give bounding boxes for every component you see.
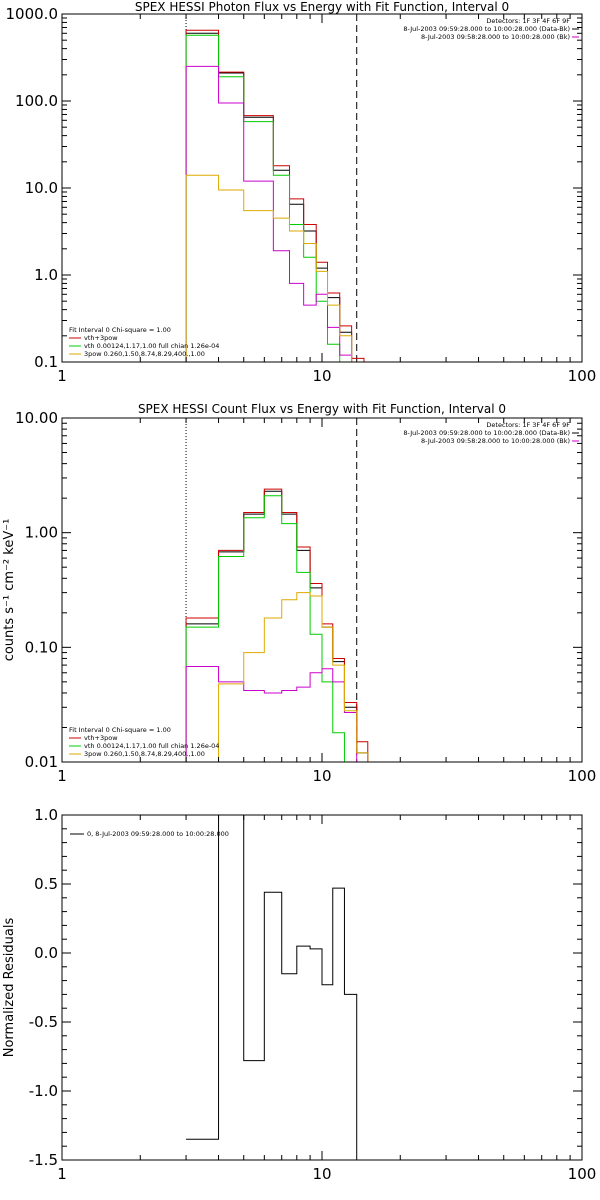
fit-line-1: vth+3pow <box>84 734 118 742</box>
x-tick-label: 100 <box>568 367 597 385</box>
x-tick-label: 100 <box>568 1165 597 1183</box>
y-tick-label: 0.01 <box>25 753 58 771</box>
y-tick-label: 100.0 <box>15 92 58 110</box>
panel-3 <box>61 814 583 1161</box>
plot-frame <box>61 814 583 1161</box>
series-line-2 <box>185 29 365 362</box>
panel-2 <box>61 417 583 763</box>
info-line-3: 8-Jul-2003 09:58:28.000 to 10:00:28.000 … <box>421 33 570 41</box>
y-axis-label: Normalized Residuals <box>2 918 17 1058</box>
y-tick-label: 1.00 <box>25 524 58 542</box>
x-tick-label: 1 <box>57 767 67 785</box>
info-line-1: Detectors: 1F 3F 4F 6F 9F <box>486 421 570 429</box>
series-line-1 <box>186 815 358 1160</box>
series-line-1 <box>185 490 369 762</box>
x-tick-label: 10 <box>312 1165 331 1183</box>
fit-line-1: vth+3pow <box>84 334 118 342</box>
chart-title: SPEX HESSI Count Flux vs Energy with Fit… <box>138 402 506 416</box>
y-tick-label: 1.0 <box>34 806 58 824</box>
y-tick-label: 1.0 <box>34 266 58 284</box>
info-line-2: 8-Jul-2003 09:59:28.000 to 10:00:28.000 … <box>403 25 570 33</box>
fit-line-2: vth 0.00124,1.17,1.00 full chian 1.26e-0… <box>84 342 219 350</box>
info-line-3: 8-Jul-2003 09:58:28.000 to 10:00:28.000 … <box>421 437 570 445</box>
series-line-4 <box>185 65 353 362</box>
y-tick-label: -1.0 <box>29 1082 58 1100</box>
fit-header: Fit Interval 0 Chi-square = 1.00 <box>69 726 171 734</box>
series-line-3 <box>185 34 341 362</box>
legend-text: 0, 8-Jul-2003 09:59:28.000 to 10:00:28.0… <box>87 830 229 838</box>
y-tick-label: 10.00 <box>15 409 58 427</box>
y-tick-label: -1.5 <box>29 1151 58 1169</box>
series-line-3 <box>185 495 345 762</box>
y-tick-label: 0.5 <box>34 875 58 893</box>
plot-frame <box>61 13 583 363</box>
y-tick-label: 0.0 <box>34 944 58 962</box>
series-line-5 <box>218 592 369 762</box>
y-tick-label: 0.10 <box>25 638 58 656</box>
panel-1 <box>61 13 583 363</box>
fit-line-3: 3pow 0.260,1.50,8.74,8.29,400.,1.00 <box>84 350 205 358</box>
y-tick-label: -0.5 <box>29 1013 58 1031</box>
y-tick-label: 1000.0 <box>6 5 59 23</box>
series-line-4 <box>185 666 358 762</box>
series-line-1 <box>185 32 353 362</box>
x-tick-label: 10 <box>312 367 331 385</box>
series-group <box>186 815 358 1160</box>
x-tick-label: 1 <box>57 1165 67 1183</box>
x-tick-label: 1 <box>57 367 67 385</box>
y-tick-label: 0.1 <box>34 353 58 371</box>
info-line-2: 8-Jul-2003 09:59:28.000 to 10:00:28.000 … <box>403 429 570 437</box>
x-tick-label: 10 <box>312 767 331 785</box>
y-tick-label: 10.0 <box>25 179 58 197</box>
chart-title: SPEX HESSI Photon Flux vs Energy with Fi… <box>135 0 509 14</box>
series-line-2 <box>185 488 369 762</box>
series-group <box>185 29 365 362</box>
fit-line-3: 3pow 0.260,1.50,8.74,8.29,400.,1.00 <box>84 750 205 758</box>
series-group <box>185 488 369 762</box>
y-axis-label: counts s⁻¹ cm⁻² keV⁻¹ <box>2 519 17 662</box>
fit-header: Fit Interval 0 Chi-square = 1.00 <box>69 326 171 334</box>
info-line-1: Detectors: 1F 3F 4F 6F 9F <box>486 17 570 25</box>
series-line-5 <box>185 174 353 362</box>
x-tick-label: 100 <box>568 767 597 785</box>
fit-line-2: vth 0.00124,1.17,1.00 full chian 1.26e-0… <box>84 742 219 750</box>
